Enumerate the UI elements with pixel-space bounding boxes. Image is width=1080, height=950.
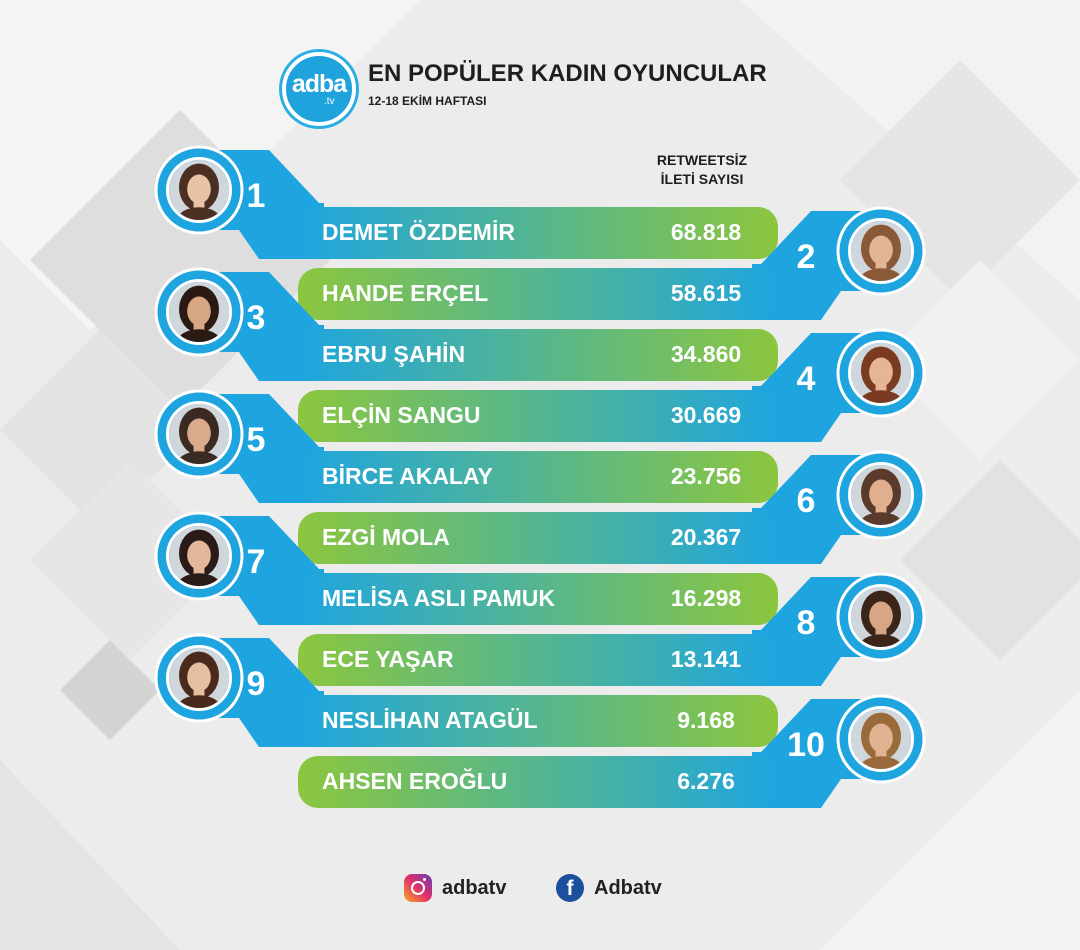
rank-number: 2 [796, 238, 816, 276]
avatar [166, 401, 232, 467]
value-column-header: RETWEETSİZ İLETİ SAYISI [642, 151, 762, 189]
facebook-link[interactable]: f Adbatv [404, 872, 684, 904]
instagram-icon [404, 874, 432, 902]
ranking-bar [298, 512, 778, 564]
tweet-count: 6.276 [677, 768, 735, 794]
rank-number: 3 [246, 299, 266, 337]
actress-name: BİRCE AKALAY [322, 463, 493, 489]
avatar [848, 462, 914, 528]
portrait-icon [851, 587, 911, 647]
page-subtitle: 12-18 EKİM HAFTASI [368, 94, 487, 108]
portrait-icon [169, 282, 229, 342]
actress-name: EBRU ŞAHİN [322, 341, 466, 367]
instagram-handle: adbatv [442, 877, 507, 899]
ranking-bar [298, 634, 778, 686]
ranking-bar [298, 573, 778, 625]
logo-sub: .tv [324, 96, 335, 107]
avatar [166, 645, 232, 711]
actress-name: ECE YAŞAR [322, 646, 454, 672]
avatar [166, 279, 232, 345]
ranking-bar [298, 390, 778, 442]
actress-name: MELİSA ASLI PAMUK [322, 585, 555, 611]
ranking-bar [298, 329, 778, 381]
avatar [848, 584, 914, 650]
tweet-count: 34.860 [670, 341, 742, 367]
adba-logo: adba .tv [282, 52, 356, 126]
portrait-icon [169, 526, 229, 586]
ranking-bar [298, 268, 778, 320]
tweet-count: 58.615 [670, 280, 742, 306]
avatar [848, 218, 914, 284]
instagram-link[interactable]: adbatv [404, 872, 544, 904]
actress-name: AHSEN EROĞLU [322, 768, 508, 794]
portrait-icon [851, 343, 911, 403]
tweet-count: 68.818 [670, 219, 742, 245]
rank-number: 10 [787, 726, 825, 764]
tweet-count: 16.298 [670, 585, 742, 611]
page-title: EN POPÜLER KADIN OYUNCULAR [368, 60, 767, 87]
rank-number: 8 [796, 604, 816, 642]
actress-name: DEMET ÖZDEMİR [322, 219, 515, 245]
ranking-bar [298, 756, 778, 808]
value-column-header-line2: İLETİ SAYISI [660, 171, 744, 187]
rank-number: 9 [246, 665, 266, 703]
portrait-icon [851, 465, 911, 525]
ranking-bar [298, 695, 778, 747]
tweet-count: 23.756 [670, 463, 742, 489]
ranking-bar [298, 451, 778, 503]
ranking-bar [298, 207, 778, 259]
logo-text: adba [291, 70, 347, 98]
avatar [848, 340, 914, 406]
actress-name: EZGİ MOLA [322, 524, 450, 550]
tweet-count: 13.141 [670, 646, 742, 672]
tweet-count: 20.367 [670, 524, 742, 550]
rank-number: 4 [796, 360, 816, 398]
actress-name: NESLİHAN ATAGÜL [322, 707, 538, 733]
rank-number: 7 [246, 543, 266, 581]
rank-number: 6 [796, 482, 816, 520]
avatar [166, 157, 232, 223]
portrait-icon [169, 160, 229, 220]
facebook-icon: f [556, 874, 584, 902]
rank-number: 1 [246, 177, 266, 215]
actress-name: ELÇİN SANGU [322, 402, 481, 428]
avatar [848, 706, 914, 772]
portrait-icon [169, 648, 229, 708]
portrait-icon [851, 709, 911, 769]
tweet-count: 30.669 [670, 402, 742, 428]
value-column-header-line1: RETWEETSİZ [656, 152, 748, 168]
avatar [166, 523, 232, 589]
actress-name: HANDE ERÇEL [322, 280, 489, 306]
portrait-icon [169, 404, 229, 464]
tweet-count: 9.168 [677, 707, 735, 733]
rank-number: 5 [246, 421, 266, 459]
portrait-icon [851, 221, 911, 281]
facebook-handle: Adbatv [594, 877, 662, 899]
